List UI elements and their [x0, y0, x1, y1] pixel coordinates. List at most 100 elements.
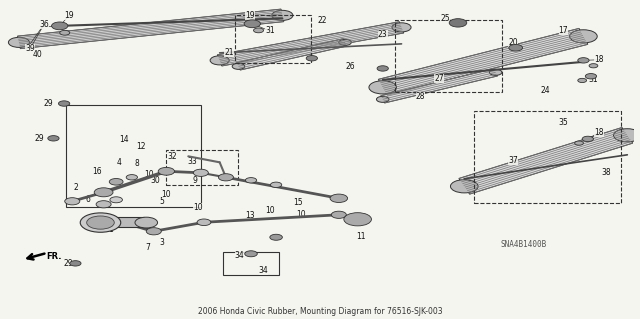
Circle shape	[376, 96, 389, 102]
Text: 10: 10	[193, 203, 202, 212]
Text: 15: 15	[293, 198, 303, 207]
Circle shape	[80, 213, 121, 232]
Polygon shape	[218, 22, 404, 66]
Circle shape	[244, 251, 257, 257]
Text: 31: 31	[588, 75, 598, 84]
Circle shape	[575, 141, 584, 145]
Text: 23: 23	[378, 30, 388, 39]
Bar	[474, 111, 621, 203]
Circle shape	[306, 56, 317, 61]
Text: 10: 10	[296, 210, 306, 219]
Text: 3: 3	[159, 238, 164, 247]
Text: 24: 24	[541, 86, 550, 95]
Text: 10: 10	[161, 190, 171, 199]
Circle shape	[158, 167, 175, 175]
Text: 19: 19	[64, 11, 74, 20]
Text: 22: 22	[317, 16, 326, 25]
Text: 9: 9	[192, 176, 197, 185]
Circle shape	[8, 37, 29, 48]
Circle shape	[48, 136, 59, 141]
Text: 10: 10	[145, 170, 154, 179]
Text: 14: 14	[119, 135, 129, 144]
Text: 8: 8	[134, 159, 140, 168]
Text: 19: 19	[245, 11, 255, 20]
Polygon shape	[378, 28, 588, 95]
Text: 12: 12	[136, 142, 146, 151]
Circle shape	[332, 211, 346, 219]
Text: 20: 20	[508, 38, 518, 47]
Circle shape	[94, 188, 113, 197]
Text: 27: 27	[435, 74, 444, 83]
Text: 34: 34	[235, 251, 244, 260]
Text: 25: 25	[440, 14, 451, 23]
Text: 21: 21	[224, 48, 234, 57]
Text: FR.: FR.	[46, 252, 61, 261]
Text: 5: 5	[159, 197, 164, 206]
Text: 38: 38	[601, 168, 611, 177]
Text: 30: 30	[151, 176, 161, 185]
Circle shape	[52, 22, 68, 30]
Circle shape	[490, 69, 502, 75]
Circle shape	[578, 78, 587, 83]
Bar	[236, 15, 310, 63]
Bar	[166, 150, 239, 185]
Text: 31: 31	[265, 26, 275, 35]
Circle shape	[339, 39, 351, 45]
Text: 33: 33	[188, 157, 198, 166]
Circle shape	[147, 228, 161, 235]
Circle shape	[271, 182, 282, 188]
Text: 10: 10	[265, 206, 275, 215]
Text: 37: 37	[508, 156, 518, 165]
Circle shape	[270, 234, 282, 240]
Circle shape	[126, 174, 138, 180]
Text: 26: 26	[346, 63, 355, 71]
Text: 18: 18	[595, 128, 604, 137]
Text: 13: 13	[245, 211, 255, 220]
Circle shape	[110, 197, 122, 203]
Polygon shape	[17, 9, 284, 48]
Circle shape	[210, 56, 229, 65]
Circle shape	[330, 194, 348, 203]
Bar	[223, 252, 279, 275]
Text: 32: 32	[167, 152, 177, 161]
Text: 36: 36	[39, 20, 49, 29]
Circle shape	[392, 23, 411, 32]
Circle shape	[582, 136, 593, 142]
Text: 2006 Honda Civic Rubber, Mounting Diagram for 76516-SJK-003: 2006 Honda Civic Rubber, Mounting Diagra…	[198, 307, 442, 316]
Bar	[88, 217, 145, 227]
Polygon shape	[237, 39, 347, 70]
Circle shape	[377, 66, 388, 71]
Circle shape	[272, 10, 293, 20]
Text: 34: 34	[259, 266, 268, 275]
Text: SNA4B1400B: SNA4B1400B	[500, 240, 547, 249]
Text: 4: 4	[117, 158, 122, 167]
Circle shape	[253, 28, 264, 33]
Circle shape	[244, 20, 260, 28]
Circle shape	[451, 180, 478, 193]
Circle shape	[245, 178, 257, 183]
Text: 1: 1	[108, 225, 113, 234]
Circle shape	[60, 30, 70, 35]
Text: 6: 6	[86, 195, 90, 204]
Circle shape	[232, 63, 244, 69]
Text: 40: 40	[33, 50, 43, 59]
Circle shape	[586, 74, 596, 79]
Polygon shape	[381, 69, 497, 103]
Circle shape	[65, 198, 80, 205]
Circle shape	[589, 64, 598, 68]
Circle shape	[509, 44, 523, 51]
Text: 28: 28	[415, 92, 425, 101]
Circle shape	[109, 179, 123, 185]
Circle shape	[197, 219, 211, 226]
Circle shape	[70, 261, 81, 266]
Circle shape	[449, 19, 467, 27]
Circle shape	[58, 101, 70, 106]
Text: 7: 7	[145, 243, 150, 252]
Circle shape	[369, 81, 397, 94]
Circle shape	[218, 174, 234, 181]
Circle shape	[344, 213, 371, 226]
Circle shape	[570, 30, 597, 43]
Circle shape	[86, 216, 115, 229]
Circle shape	[96, 201, 111, 208]
Text: 29: 29	[63, 259, 73, 268]
